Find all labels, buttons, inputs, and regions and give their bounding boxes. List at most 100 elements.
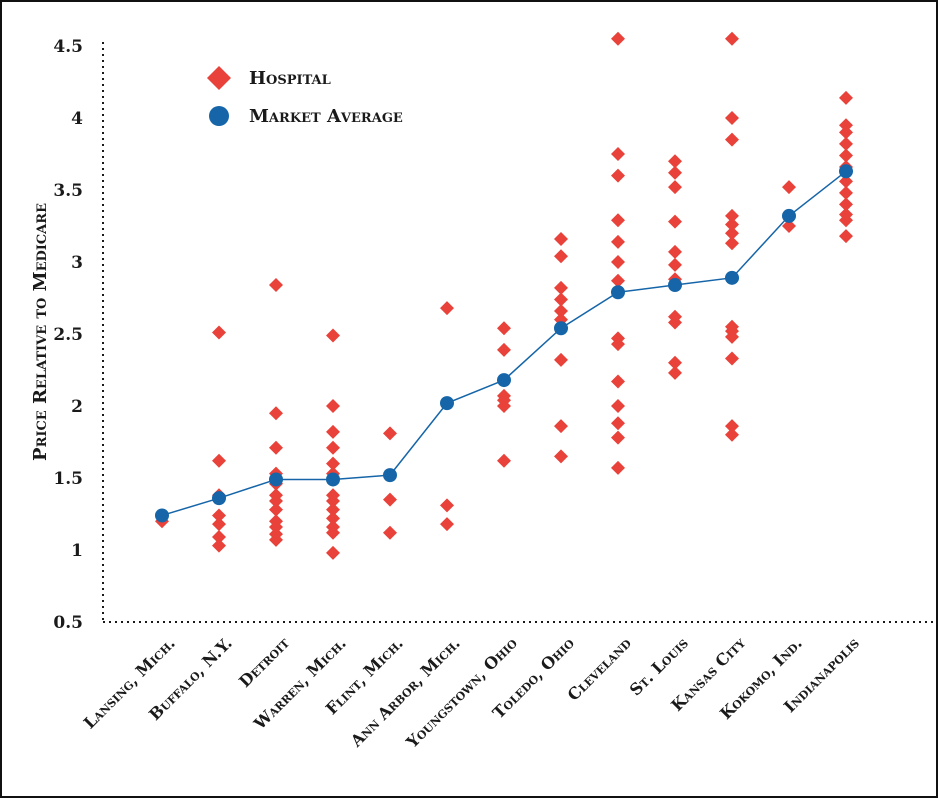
hospital-point bbox=[326, 440, 340, 455]
hospital-point bbox=[668, 365, 682, 380]
hospital-point bbox=[611, 460, 625, 475]
hospital-point bbox=[326, 502, 340, 517]
hospital-point bbox=[497, 321, 511, 336]
market-average-point bbox=[326, 472, 340, 487]
hospital-point bbox=[554, 352, 568, 367]
hospital-point bbox=[611, 430, 625, 445]
legend-hospital-label: Hospital bbox=[249, 68, 331, 89]
y-tick-label: 0.5 bbox=[53, 613, 83, 633]
hospital-point bbox=[383, 525, 397, 540]
hospital-point bbox=[668, 244, 682, 259]
hospital-point bbox=[326, 399, 340, 413]
y-tick-labels: 0.5 1 1.5 2 2.5 3 3.5 4 4.5 bbox=[53, 37, 83, 633]
market-average-point bbox=[212, 491, 226, 506]
hospital-point bbox=[839, 118, 853, 133]
hospital-point bbox=[326, 494, 340, 509]
x-category-labels: Lansing, Mich.Buffalo, N.Y. DetroitWarren… bbox=[80, 633, 863, 753]
y-tick-label: 4.5 bbox=[53, 37, 83, 57]
hospital-point bbox=[611, 234, 625, 249]
hospital-point bbox=[269, 278, 283, 293]
hospital-point bbox=[326, 525, 340, 540]
hospital-point bbox=[554, 419, 568, 434]
hospital-point bbox=[611, 337, 625, 352]
hospital-point bbox=[269, 494, 283, 509]
hospital-point bbox=[782, 180, 796, 195]
market-average-point bbox=[668, 278, 682, 293]
market-average-point bbox=[440, 396, 454, 411]
axes bbox=[102, 42, 934, 623]
market-average-point bbox=[155, 508, 169, 523]
hospital-point bbox=[725, 226, 739, 241]
hospital-point bbox=[611, 273, 625, 288]
hospital-point bbox=[839, 174, 853, 189]
hospital-point bbox=[212, 508, 226, 523]
hospital-point bbox=[212, 325, 226, 340]
hospital-point bbox=[668, 257, 682, 272]
hospital-point bbox=[383, 492, 397, 507]
legend-market-average-circle-icon bbox=[209, 106, 229, 126]
hospital-point bbox=[554, 249, 568, 264]
y-tick-label: 3 bbox=[71, 253, 83, 273]
hospital-series bbox=[155, 31, 853, 560]
market-average-point bbox=[383, 468, 397, 483]
hospital-point bbox=[326, 328, 340, 343]
x-category-label: Detroit bbox=[235, 633, 293, 691]
y-tick-label: 4 bbox=[71, 109, 83, 129]
hospital-point bbox=[725, 132, 739, 147]
hospital-point bbox=[497, 342, 511, 357]
hospital-point bbox=[668, 154, 682, 169]
y-tick-label: 1 bbox=[71, 541, 83, 561]
hospital-point bbox=[611, 255, 625, 269]
hospital-point bbox=[725, 419, 739, 434]
hospital-point bbox=[839, 90, 853, 105]
hospital-point bbox=[269, 406, 283, 421]
x-category-label: Youngstown, Ohio bbox=[402, 633, 521, 752]
hospital-point bbox=[839, 229, 853, 244]
hospital-point bbox=[440, 517, 454, 532]
hospital-point bbox=[668, 180, 682, 195]
hospital-point bbox=[212, 538, 226, 553]
market-average-point bbox=[497, 373, 511, 388]
hospital-point bbox=[212, 453, 226, 468]
hospital-point bbox=[725, 236, 739, 251]
hospital-point bbox=[440, 301, 454, 316]
hospital-point bbox=[668, 165, 682, 180]
hospital-point bbox=[725, 31, 739, 46]
hospital-point bbox=[668, 214, 682, 229]
legend: Hospital Market Average bbox=[207, 66, 403, 127]
hospital-point bbox=[497, 453, 511, 468]
hospital-point bbox=[611, 416, 625, 431]
market-average-point bbox=[611, 285, 625, 300]
y-tick-label: 3.5 bbox=[53, 181, 83, 201]
hospital-point bbox=[269, 502, 283, 517]
market-average-point bbox=[554, 321, 568, 336]
hospital-point bbox=[440, 498, 454, 513]
y-tick-label: 2 bbox=[71, 397, 83, 417]
hospital-point bbox=[725, 329, 739, 344]
y-axis-title: Price Relative to Medicare bbox=[30, 203, 51, 461]
hospital-point bbox=[611, 168, 625, 183]
hospital-point bbox=[554, 280, 568, 295]
legend-hospital-diamond-icon bbox=[207, 66, 231, 90]
hospital-point bbox=[725, 217, 739, 232]
hospital-point bbox=[725, 351, 739, 366]
hospital-point bbox=[668, 315, 682, 330]
y-tick-label: 1.5 bbox=[53, 469, 83, 489]
hospital-point bbox=[269, 532, 283, 547]
hospital-point bbox=[326, 511, 340, 526]
legend-market-average-label: Market Average bbox=[249, 106, 403, 127]
hospital-point bbox=[554, 303, 568, 318]
hospital-point bbox=[326, 545, 340, 560]
hospital-point bbox=[611, 374, 625, 389]
market-average-point bbox=[782, 208, 796, 223]
hospital-point bbox=[839, 148, 853, 163]
hospital-point bbox=[269, 440, 283, 455]
hospital-point bbox=[383, 426, 397, 441]
hospital-point bbox=[725, 427, 739, 442]
hospital-point bbox=[782, 219, 796, 233]
hospital-point bbox=[611, 213, 625, 228]
hospital-point bbox=[611, 31, 625, 46]
market-average-point bbox=[839, 164, 853, 179]
